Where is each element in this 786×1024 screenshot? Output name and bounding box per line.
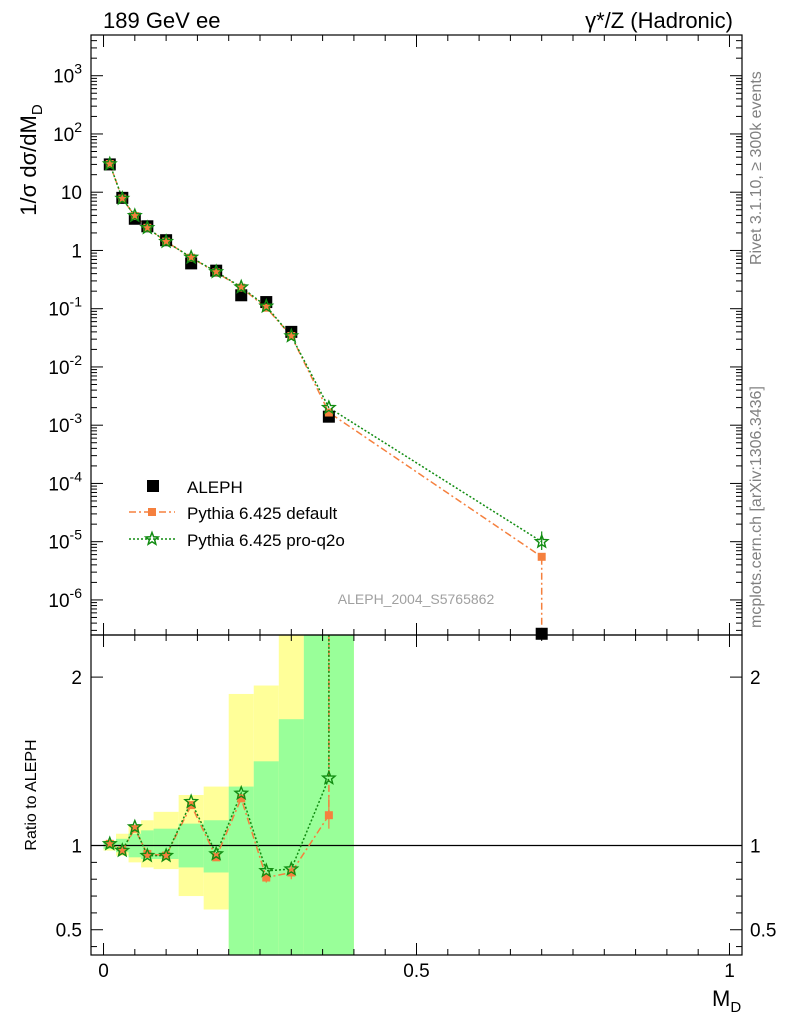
- pythia-proq2o-point: [208, 263, 225, 279]
- ratio-default-point: [237, 794, 246, 803]
- header-right-label: γ*/Z (Hadronic): [585, 8, 733, 33]
- ratio-default-point: [118, 846, 127, 855]
- pythia-proq2o-line: [109, 163, 543, 543]
- ratio-default-point: [162, 851, 171, 860]
- ratio-proq2o-point: [126, 818, 143, 834]
- aleph-point: [535, 627, 548, 640]
- pythia-proq2o-point: [101, 155, 118, 171]
- ratio-default-point: [143, 849, 152, 858]
- ratio-ylabel: Ratio to ALEPH: [23, 739, 40, 850]
- pythia-default-point: [212, 268, 221, 277]
- main-y-tick-label: 103: [53, 61, 82, 88]
- pythia-proq2o-point: [139, 219, 156, 235]
- main-y-tick-label: 10-6: [48, 585, 82, 612]
- pythia-default-point: [162, 237, 171, 246]
- ratio-proq2o-point: [283, 860, 300, 876]
- x-tick-label: 0: [98, 961, 109, 982]
- ratio-proq2o-point: [183, 793, 200, 809]
- pythia-proq2o-point: [320, 399, 337, 415]
- ratio-default-point: [262, 873, 271, 882]
- ratio-proq2o-point: [139, 847, 156, 863]
- mcplots-label: mcplots.cern.ch [arXiv:1306.3436]: [748, 386, 765, 628]
- legend-aleph-marker: [147, 480, 159, 492]
- pythia-proq2o-point: [114, 190, 131, 206]
- pythia-default-point: [324, 408, 333, 417]
- main-y-tick-label: 10-5: [48, 527, 82, 554]
- x-tick-label: 1: [724, 961, 735, 982]
- ratio-y-tick-label-right: 2: [750, 668, 761, 689]
- legend: ALEPH Pythia 6.425 default Pythia 6.425 …: [129, 478, 345, 550]
- legend-default-label: Pythia 6.425 default: [187, 504, 338, 523]
- pythia-proq2o-point: [283, 327, 300, 343]
- ratio-y-ticks: 0.5 0.5 1 1 2 2: [56, 668, 776, 948]
- uncertainty-band-inner: [253, 761, 279, 955]
- main-y-tick-label: 1: [71, 241, 82, 262]
- ratio-y-tick-label: 0.5: [56, 921, 82, 942]
- pythia-proq2o-point: [233, 278, 250, 294]
- main-y-tick-label: 10-1: [48, 294, 82, 321]
- main-y-tick-label: 102: [53, 119, 82, 146]
- main-y-tick-label: 10-4: [48, 468, 82, 495]
- ratio-proq2o-point: [320, 769, 337, 785]
- pythia-proq2o-point: [183, 248, 200, 265]
- pythia-default-point: [287, 331, 296, 340]
- ratio-proq2o-point: [233, 784, 250, 801]
- ratio-proq2o-point: [101, 835, 118, 851]
- ratio-x-ticks: 0 0.5 1: [98, 635, 735, 982]
- pythia-default-point: [118, 194, 127, 203]
- pythia-default-point: [130, 212, 139, 221]
- pythia-default-point: [105, 159, 114, 168]
- pythia-default-point: [262, 303, 271, 312]
- pythia-default-point: [143, 223, 152, 232]
- pythia-proq2o-point: [126, 207, 143, 223]
- rivet-label: Rivet 3.1.10, ≥ 300k events: [748, 71, 765, 265]
- main-y-tick-label: 10-2: [48, 352, 82, 379]
- pythia-default-line: [109, 163, 543, 635]
- ratio-y-tick-label: 2: [71, 668, 82, 689]
- ratio-default-point: [324, 811, 333, 820]
- legend-aleph-label: ALEPH: [187, 478, 243, 497]
- uncertainty-band-inner: [228, 786, 254, 955]
- main-y-tick-label: 10: [61, 183, 82, 204]
- legend-proq2o-label: Pythia 6.425 pro-q2o: [187, 531, 345, 550]
- legend-proq2o-marker: [143, 530, 161, 546]
- ratio-y-tick-label-right: 0.5: [750, 921, 776, 942]
- ratio-proq2o-point: [208, 845, 225, 861]
- pythia-default-point: [187, 253, 196, 262]
- ratio-proq2o-point: [258, 862, 275, 878]
- pythia-default-point: [237, 283, 246, 292]
- ratio-default-point: [105, 839, 114, 848]
- header-left-label: 189 GeV ee: [103, 8, 220, 33]
- pythia-proq2o-point: [158, 233, 175, 249]
- main-ylabel: 1/σ dσ/dMD: [16, 104, 46, 216]
- legend-default-marker: [148, 508, 156, 516]
- main-y-tick-label: 10-3: [48, 410, 82, 437]
- main-y-ticks: 10-6 10-5 10-4 10-3 10-2 10-1 1 10 102 103: [48, 34, 742, 631]
- xlabel: MD: [712, 986, 741, 1016]
- uncertainty-band-inner: [278, 719, 304, 955]
- ratio-panel: 0.5 0.51 12 20 0.5 1: [56, 635, 776, 982]
- x-tick-label: 0.5: [403, 961, 429, 982]
- ratio-proq2o-point: [158, 847, 175, 863]
- ratio-default-point: [130, 824, 139, 833]
- ratio-proq2o-point: [114, 842, 131, 858]
- ratio-frame: [90, 634, 743, 956]
- ratio-y-tick-label: 1: [71, 837, 82, 858]
- pythia-proq2o-point: [258, 297, 275, 314]
- main-panel: 10-6 10-5 10-4 10-3 10-2 10-1 1 10 102 103: [48, 34, 742, 640]
- pythia-default-point: [537, 552, 546, 561]
- ratio-y-tick-label-right: 1: [750, 837, 761, 858]
- pythia-proq2o-point: [533, 533, 550, 549]
- analysis-id-label: ALEPH_2004_S5765862: [338, 591, 495, 607]
